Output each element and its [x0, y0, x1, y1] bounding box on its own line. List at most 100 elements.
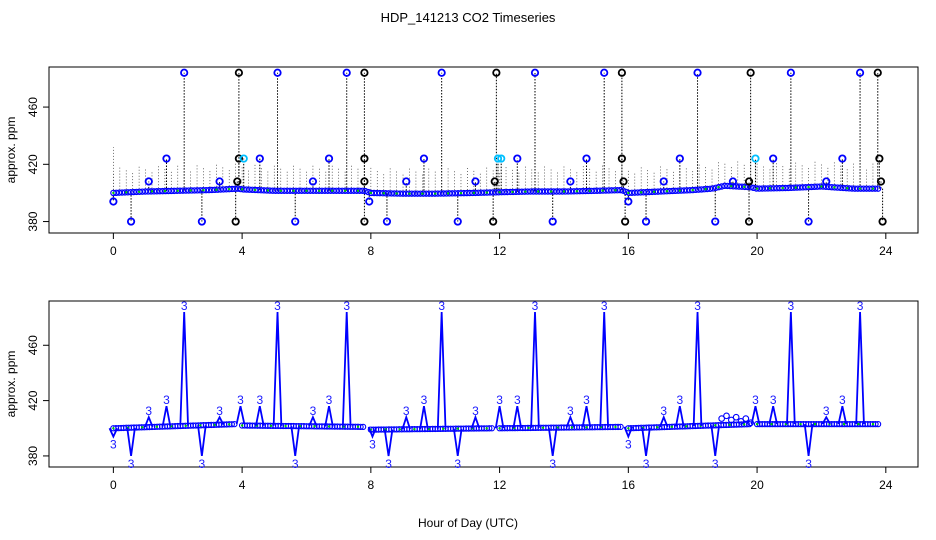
bottom-spike-line: [494, 405, 505, 429]
top-baseline-point: [654, 188, 662, 195]
top-baseline-point: [709, 185, 717, 192]
top-baseline-point: [646, 188, 653, 196]
bottom-spike-label: 3: [310, 404, 317, 418]
top-outlier-point: [751, 154, 760, 163]
bottom-spike-label: 3: [454, 457, 461, 471]
top-outlier-point: [109, 197, 118, 206]
top-baseline-point: [115, 189, 123, 196]
bottom-spike-line: [436, 312, 447, 429]
top-baseline-point: [669, 187, 676, 195]
top-baseline-point-green: [395, 192, 398, 195]
bottom-wobble-point: [742, 415, 750, 422]
top-outlier-point: [822, 177, 831, 186]
bottom-spike-label: 3: [857, 299, 864, 313]
bottom-spike-label: 3: [369, 438, 376, 452]
top-baseline-point-green: [279, 189, 282, 192]
top-x-tick-label: 4: [239, 244, 246, 258]
top-baseline-point: [874, 185, 882, 192]
top-outlier-point: [324, 154, 334, 163]
top-baseline-point-green: [369, 191, 373, 195]
bottom-spike-line: [214, 415, 225, 426]
top-baseline-point-green: [511, 190, 514, 194]
top-outlier-point: [239, 154, 248, 163]
top-outlier-point: [492, 68, 501, 77]
bottom-spike-line: [768, 405, 778, 425]
top-panel-ylabel: approx. ppm: [4, 117, 18, 184]
top-baseline-point: [651, 188, 659, 195]
bottom-baseline-point: [488, 425, 496, 432]
top-outlier-point: [548, 217, 557, 226]
top-baseline-point-green: [549, 190, 553, 193]
top-baseline-point-green: [446, 192, 450, 195]
top-outlier-point: [617, 154, 626, 163]
top-baseline-point-green: [601, 189, 604, 192]
bottom-baseline-point-green: [413, 427, 416, 431]
top-baseline-point: [246, 186, 253, 193]
bottom-spike-label: 3: [256, 393, 263, 407]
top-outlier-point: [291, 217, 300, 226]
x-axis-label: Hour of Day (UTC): [418, 516, 518, 530]
top-baseline-point: [231, 185, 239, 193]
top-outlier-point: [855, 68, 865, 77]
bottom-baseline-point-green: [498, 427, 501, 430]
top-baseline-point: [750, 184, 757, 192]
top-baseline-point-green: [421, 192, 424, 195]
top-x-tick-label: 8: [368, 244, 375, 258]
bottom-spike-label: 3: [181, 299, 188, 313]
top-baseline-point: [805, 183, 812, 191]
bottom-spike-line: [470, 414, 481, 429]
top-y-tick-label: 420: [26, 154, 40, 174]
bottom-spike-line: [855, 312, 865, 425]
top-baseline-point: [793, 184, 801, 191]
top-outlier-point: [144, 177, 153, 186]
bottom-spike-line: [821, 415, 831, 425]
top-baseline-point: [831, 184, 838, 191]
top-baseline-point-green: [678, 189, 682, 192]
top-baseline-point-green: [833, 186, 836, 189]
bottom-spike-label: 3: [532, 299, 539, 313]
top-baseline-point-green: [614, 189, 617, 192]
bottom-spike-label: 3: [805, 457, 812, 471]
bottom-spike-label: 3: [326, 393, 333, 407]
top-baseline-point: [617, 186, 624, 194]
top-baseline-point-green: [562, 190, 566, 193]
top-outlier-point: [675, 154, 684, 163]
top-outlier-point: [617, 68, 626, 77]
bottom-spike-line: [197, 425, 207, 457]
bottom-baseline-point-green: [842, 422, 846, 426]
top-outlier-point: [513, 154, 522, 163]
bottom-spike-line: [692, 312, 703, 426]
top-baseline-point: [220, 186, 227, 193]
top-baseline-point-green: [820, 185, 823, 188]
bottom-baseline-point-green: [799, 422, 802, 426]
top-outlier-point: [744, 177, 754, 186]
top-outlier-point: [233, 177, 242, 186]
top-outlier-point: [566, 177, 575, 186]
bottom-spike-line: [512, 405, 523, 429]
top-outlier-point: [711, 217, 720, 226]
bottom-spike-line: [599, 312, 609, 428]
bottom-spike-label: 3: [839, 393, 846, 407]
top-baseline-point: [689, 186, 696, 194]
bottom-spike-line: [308, 414, 318, 427]
top-outlier-point: [873, 68, 882, 77]
bottom-baseline-point-green: [141, 426, 144, 429]
top-baseline-point-green: [575, 190, 579, 193]
top-x-tick-label: 16: [622, 244, 636, 258]
bottom-baseline-point-green: [269, 424, 273, 428]
top-baseline-point: [234, 185, 242, 192]
top-baseline-point-green: [434, 192, 437, 195]
bottom-baseline-point-green: [871, 422, 875, 426]
top-baseline-point: [715, 183, 722, 191]
top-outlier-point: [471, 177, 480, 186]
top-baseline-point-green: [163, 189, 167, 193]
bottom-wobble-point: [737, 418, 745, 425]
bottom-baseline-point-green: [813, 422, 817, 426]
top-baseline-point-green: [215, 188, 218, 191]
top-outlier-point: [497, 154, 506, 163]
top-baseline-point: [741, 183, 749, 191]
top-baseline-point: [816, 183, 824, 190]
bottom-spike-label: 3: [496, 393, 503, 407]
top-outlier-point: [231, 217, 240, 226]
